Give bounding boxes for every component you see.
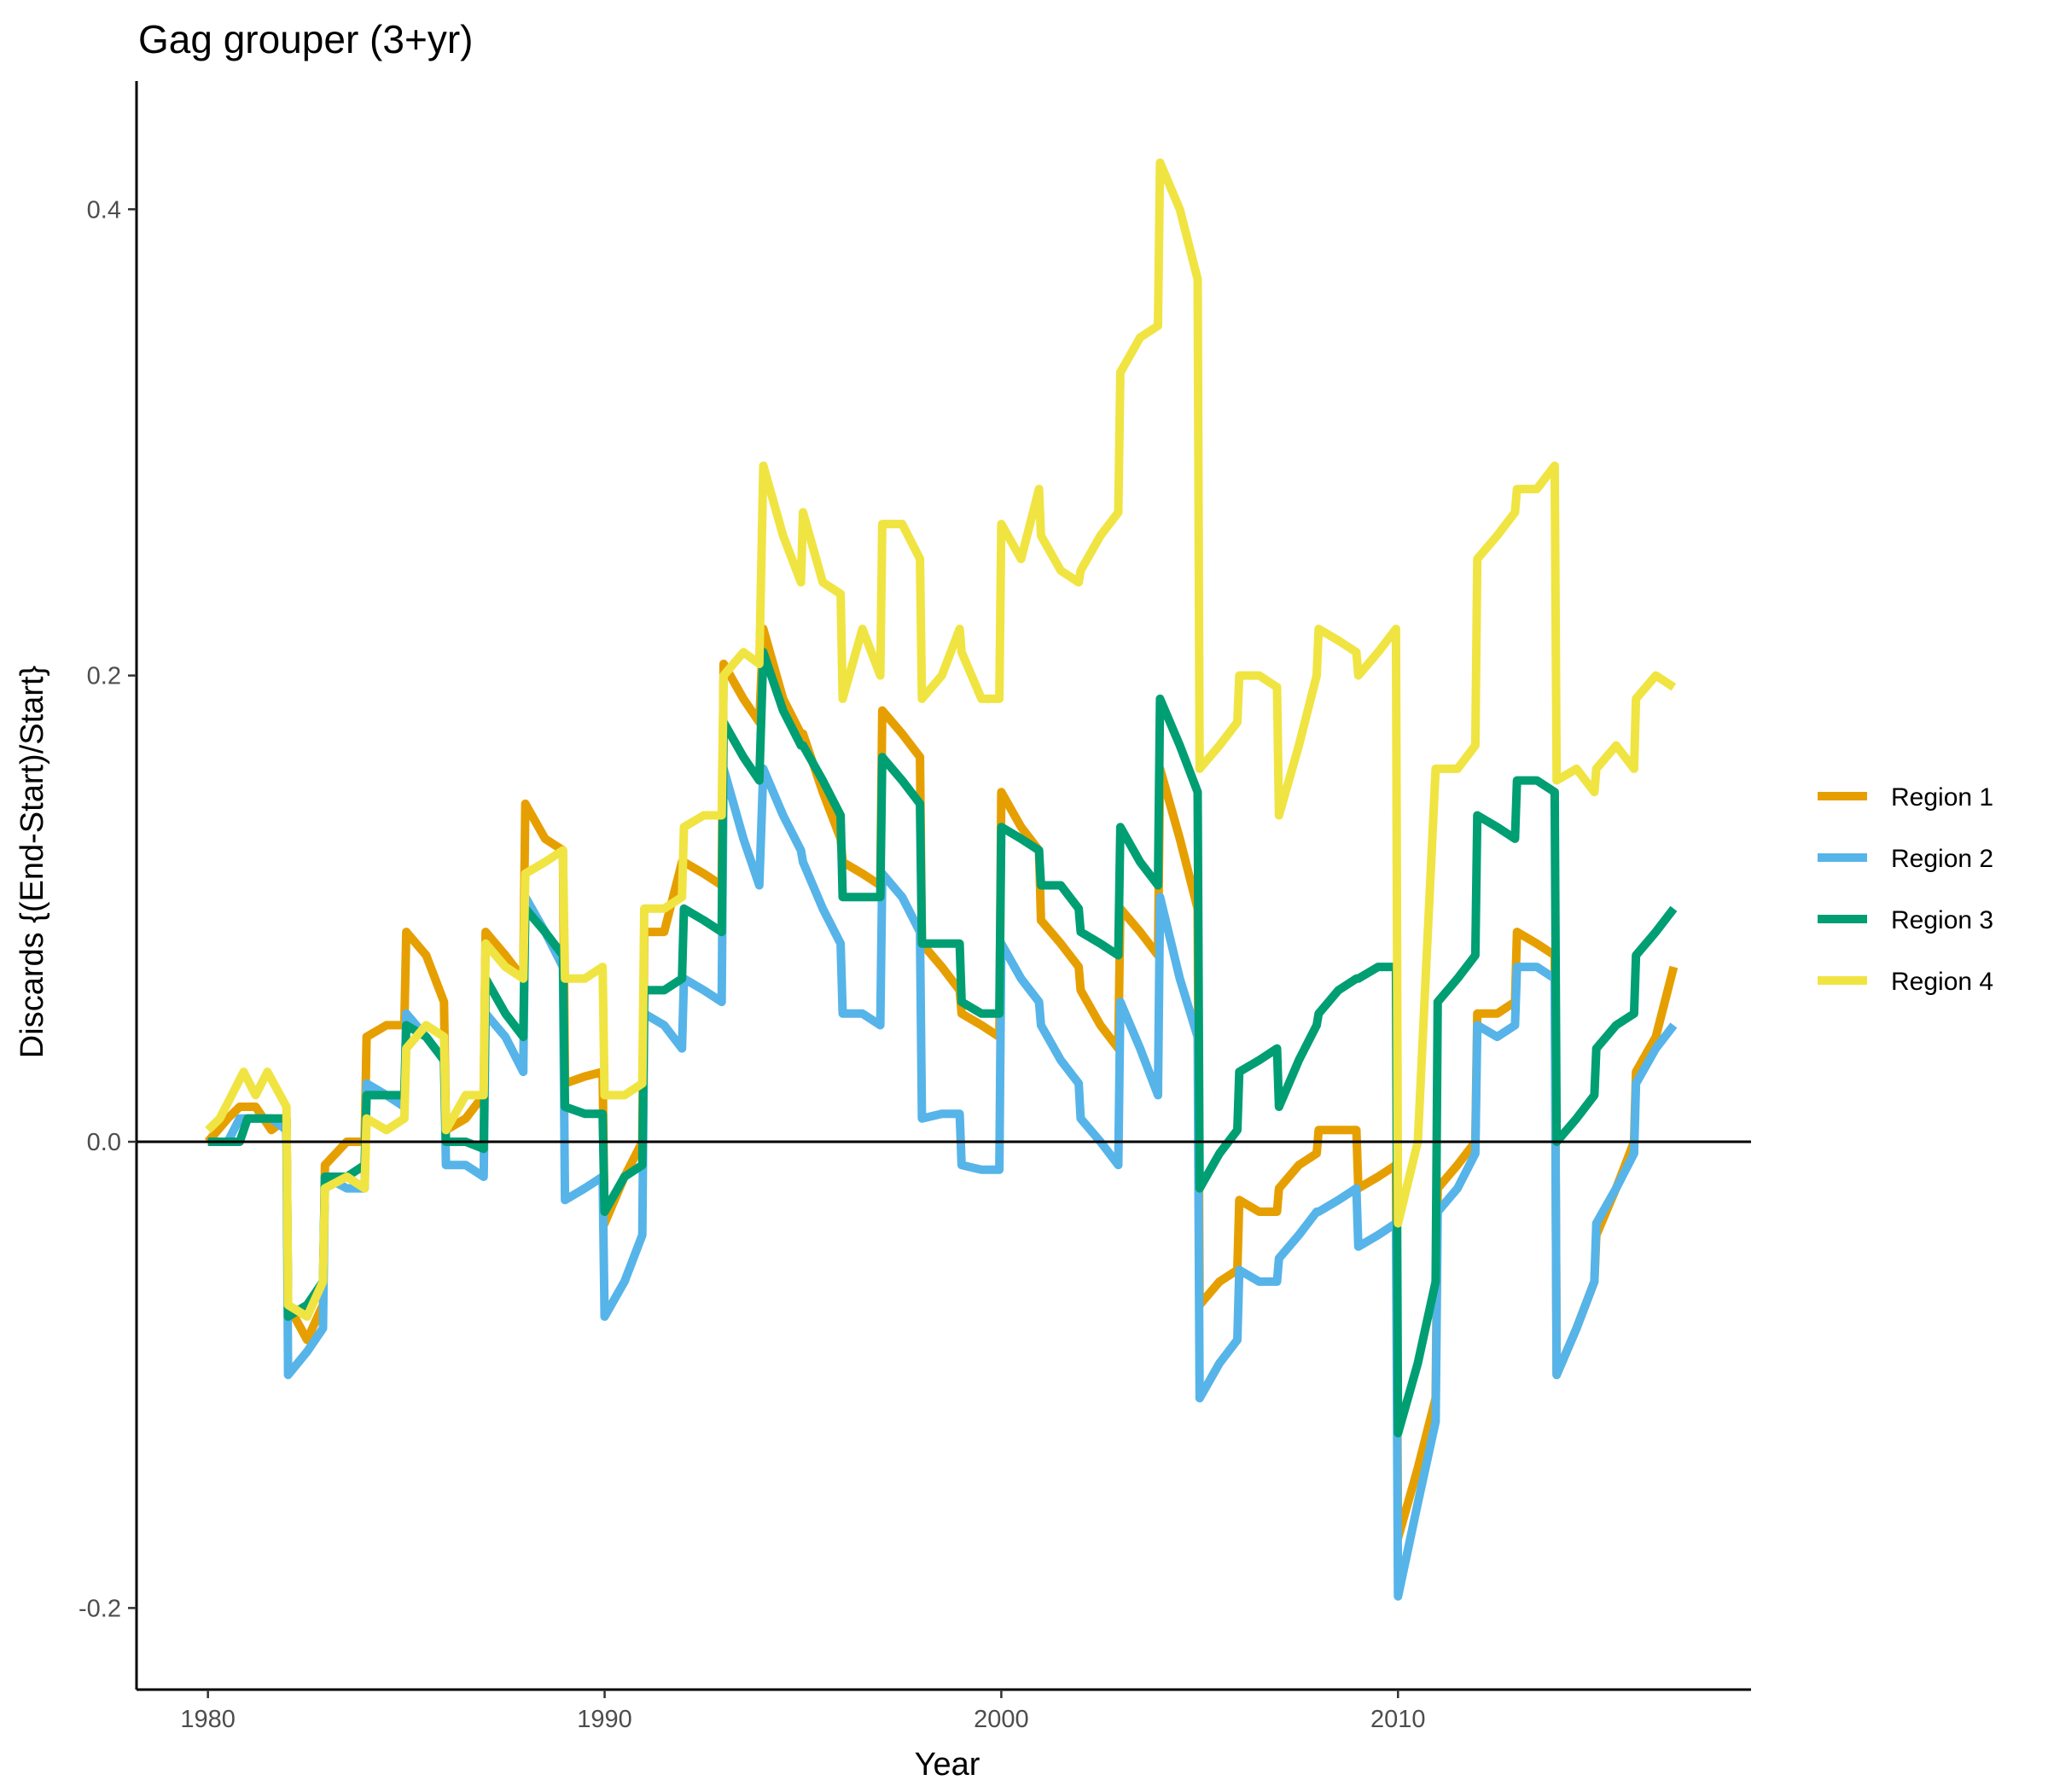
series-line-region-4	[205, 158, 1677, 1321]
y-axis-title: Discards {(End-Start)/Start}	[15, 666, 50, 1058]
legend: Region 1 Region 2 Region 3 Region 4	[1818, 783, 1993, 996]
y-tick-label: -0.2	[79, 1595, 121, 1622]
x-tick-label: 2000	[974, 1706, 1029, 1733]
x-tick-label: 1980	[180, 1706, 236, 1733]
y-tick-label: 0.0	[87, 1129, 121, 1156]
legend-label-region-2: Region 2	[1891, 845, 1993, 873]
y-tick-label: 0.4	[87, 196, 121, 224]
y-tick-label: 0.2	[87, 663, 121, 690]
tick-layer: 1980 1990 2000 2010 -0.2 0.0 0.2 0.4	[79, 196, 1426, 1733]
x-axis-title: Year	[915, 1747, 980, 1783]
chart-title: Gag grouper (3+yr)	[138, 17, 473, 61]
x-tick-label: 2010	[1370, 1706, 1426, 1733]
series-line-region-2	[207, 764, 1678, 1601]
x-tick-label: 1990	[577, 1706, 632, 1733]
series-layer	[204, 158, 1679, 1601]
legend-label-region-3: Region 3	[1891, 906, 1993, 934]
axes-layer	[135, 81, 1751, 1691]
legend-label-region-1: Region 1	[1891, 783, 1993, 812]
legend-label-region-4: Region 4	[1891, 968, 1993, 996]
